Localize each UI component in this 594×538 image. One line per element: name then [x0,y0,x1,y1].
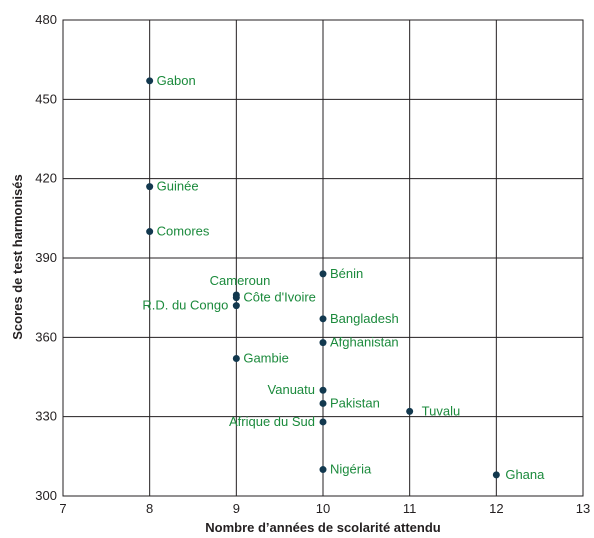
data-point [146,228,154,236]
x-axis-title: Nombre d’années de scolarité attendu [205,520,441,535]
data-point [319,418,327,426]
y-tick-label: 450 [35,91,57,106]
point-label: Pakistan [330,395,380,410]
data-point [146,77,154,85]
y-tick-label: 420 [35,171,57,186]
grid [62,19,584,497]
x-tick-label: 8 [146,501,153,516]
data-point [319,466,327,474]
point-label: Vanuatu [268,382,315,397]
point-label: Côte d'Ivoire [243,290,316,305]
tick-labels: 7 8 9 10 11 12 13 300 330 360 390 420 450 480 [35,12,590,516]
data-point [492,471,500,479]
y-tick-label: 330 [35,409,57,424]
point-label: Bangladesh [330,311,399,326]
data-points [146,77,500,479]
data-point [232,354,240,362]
x-tick-label: 12 [489,501,503,516]
y-tick-label: 480 [35,12,57,27]
point-label: R.D. du Congo [142,298,228,313]
point-label: Afghanistan [330,335,399,350]
point-label: Gambie [243,350,289,365]
plot-frame [62,19,584,497]
data-point [319,399,327,407]
data-point [319,315,327,323]
point-label: Guinée [157,179,199,194]
x-tick-label: 9 [233,501,240,516]
y-tick-label: 390 [35,250,57,265]
x-tick-label: 10 [316,501,330,516]
point-label: Ghana [505,467,545,482]
data-point [406,407,414,415]
data-point [319,339,327,347]
data-point [232,294,240,302]
point-labels: Gabon Guinée Comores Cameroun Côte d'Ivoire R… [142,73,545,482]
data-point [146,183,154,191]
point-label: Afrique du Sud [229,414,315,429]
data-point [319,270,327,278]
point-label: Comores [157,224,210,239]
x-tick-label: 11 [403,501,417,516]
point-label: Bénin [330,266,363,281]
point-label: Nigéria [330,462,372,477]
x-tick-label: 7 [59,501,66,516]
point-label: Tuvalu [422,403,461,418]
data-point [232,302,240,310]
y-axis-title: Scores de test harmonisés [10,174,25,339]
y-tick-label: 300 [35,488,57,503]
y-tick-label: 360 [35,329,57,344]
x-tick-label: 13 [576,501,590,516]
point-label: Gabon [157,73,196,88]
point-label: Cameroun [210,273,271,288]
data-point [319,386,327,394]
